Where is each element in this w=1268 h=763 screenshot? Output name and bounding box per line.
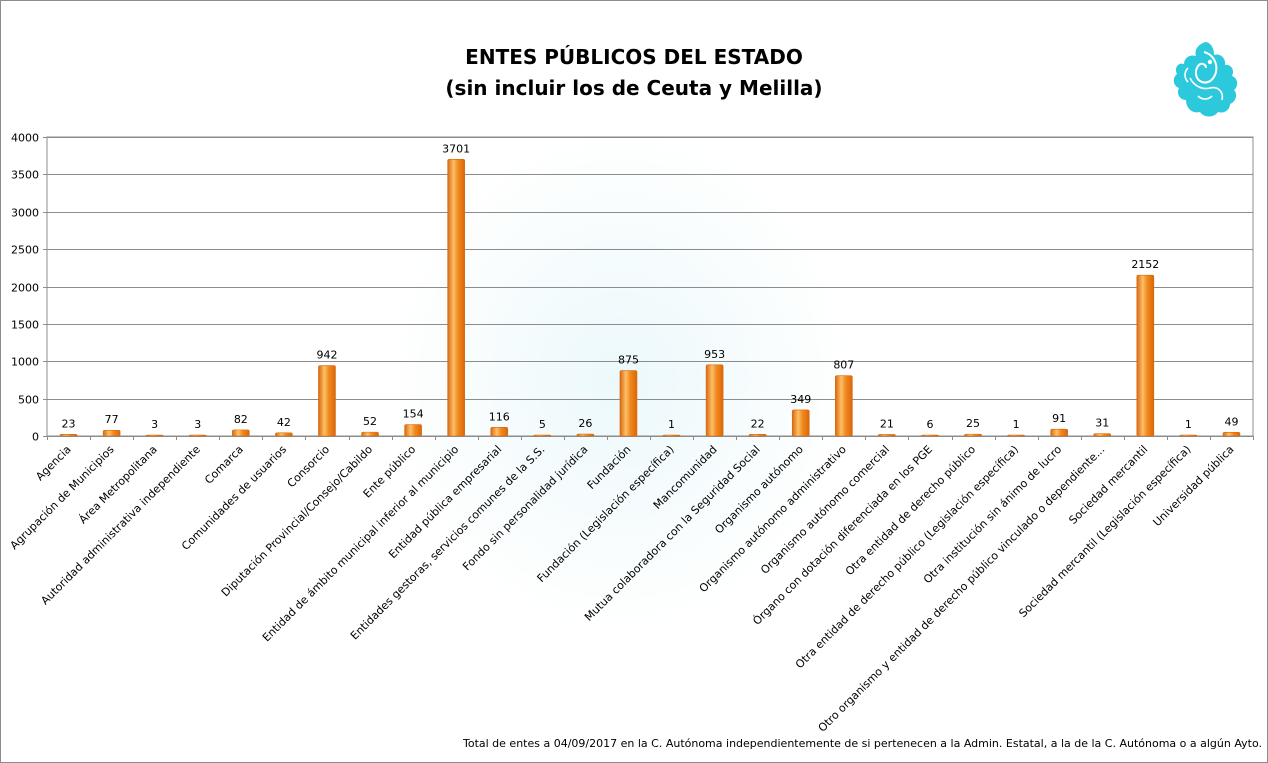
bar [145,434,164,437]
bar [1093,433,1112,437]
data-label: 1 [1013,418,1020,431]
data-label: 3 [194,418,201,431]
footnote: Total de entes a 04/09/2017 en la C. Aut… [463,737,1262,750]
y-tick-label: 2500 [11,244,39,257]
bar [533,434,552,437]
x-tick-label: Diputación Provincial/Consejo/Cabildo [219,443,375,599]
data-label: 154 [403,407,424,420]
y-tick-label: 3500 [11,169,39,182]
data-label: 52 [363,415,377,428]
y-tick-label: 2000 [11,282,39,295]
x-tick-label: Autoridad administrativa independiente [38,443,203,608]
bar [1050,428,1068,437]
data-label: 1 [668,418,675,431]
bar [59,433,78,437]
x-tick-label: Sociedad mercantil [1066,443,1150,527]
bar [964,433,982,437]
data-label: 49 [1224,415,1238,428]
data-label: 23 [62,417,76,430]
y-tick-label: 1000 [11,356,39,369]
data-label: 82 [234,413,248,426]
bar [791,409,810,437]
bar [102,429,121,437]
data-label: 26 [578,417,592,430]
bar [1007,434,1025,437]
bar [921,434,939,437]
y-tick-label: 500 [18,394,39,407]
data-label: 953 [704,348,725,361]
chart-title: ENTES PÚBLICOS DEL ESTADO (sin incluir l… [0,42,1268,104]
data-label: 3701 [442,142,470,155]
y-tick-label: 3000 [11,207,39,220]
chart-title-line: ENTES PÚBLICOS DEL ESTADO [465,45,803,69]
data-label: 31 [1095,417,1109,430]
data-label: 116 [489,410,510,423]
data-label: 5 [539,418,546,431]
bar [576,433,595,437]
y-tick-label: 0 [32,431,39,444]
data-label: 942 [316,349,337,362]
x-tick-label: Agencia [33,443,73,483]
bar [188,434,207,437]
y-tick-label: 1500 [11,319,39,332]
bar [1179,434,1198,437]
data-label: 21 [880,417,894,430]
data-label: 807 [833,359,854,372]
x-tick-label: Entidad de ámbito municipal inferior al … [260,443,462,645]
data-label: 91 [1052,412,1066,425]
data-label: 6 [926,418,933,431]
bar [705,364,724,437]
bar [447,159,465,437]
data-label: 2152 [1131,258,1159,271]
x-tick-label: Área Metropolitana [76,443,159,526]
bar [232,429,250,437]
data-label: 1 [1185,418,1192,431]
bar [318,365,336,437]
data-label: 349 [790,393,811,406]
bar [1222,432,1241,437]
data-label: 42 [277,416,291,429]
bar [1136,274,1155,437]
bar [404,424,422,437]
data-label: 22 [751,417,765,430]
data-label: 77 [105,413,119,426]
x-tick-label: Otro organismo y entidad de derecho públ… [816,443,1108,735]
bar [361,431,379,437]
bar [835,375,853,437]
bar [748,434,767,437]
chart-subtitle: (sin incluir los de Ceuta y Melilla) [445,76,823,100]
bar [878,434,896,437]
x-tick-label: Comarca [202,443,246,487]
x-tick-label: Universidad pública [1151,443,1237,529]
y-tick-label: 4000 [11,132,39,145]
griffin-emblem-icon [1168,38,1240,120]
data-label: 25 [966,417,980,430]
bar [275,432,293,437]
data-label: 875 [618,354,639,367]
data-label: 3 [151,418,158,431]
bar [662,434,681,437]
bar [619,370,638,437]
bar [490,427,509,437]
